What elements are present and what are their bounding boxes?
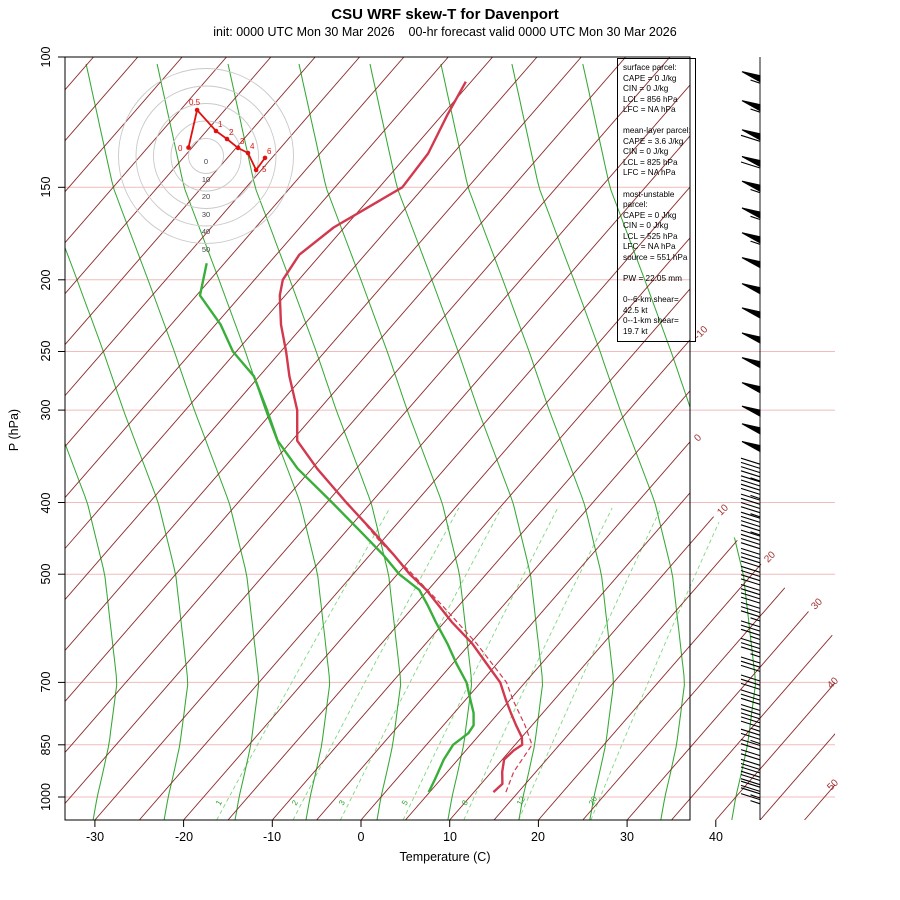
info-line: LCL = 825 hPa xyxy=(623,157,678,167)
wind-barbs xyxy=(740,57,761,820)
svg-text:400: 400 xyxy=(39,493,53,514)
x-axis-title: Temperature (C) xyxy=(399,850,491,864)
hodograph-ring-label: 0 xyxy=(204,157,208,166)
dewpoint-curve xyxy=(198,263,475,793)
svg-text:100: 100 xyxy=(39,47,53,68)
hodograph-ring-label: 50 xyxy=(202,245,210,254)
chart-title: CSU WRF skew-T for Davenport xyxy=(331,6,559,23)
isobar-lines xyxy=(65,56,835,798)
info-line: surface parcel: xyxy=(623,63,677,72)
svg-text:850: 850 xyxy=(39,735,53,756)
info-line: mean-layer parcel: xyxy=(623,126,691,136)
chart-subtitle: init: 0000 UTC Mon 30 Mar 2026 00-hr for… xyxy=(213,25,677,39)
svg-text:1000: 1000 xyxy=(39,783,53,811)
info-line xyxy=(623,284,695,295)
svg-text:150: 150 xyxy=(39,177,53,198)
svg-text:20: 20 xyxy=(587,794,600,807)
hodograph-km-label: 1 xyxy=(218,120,223,129)
info-line: LFC = NA hPa xyxy=(623,242,676,252)
info-line: CIN = 0 J/kg xyxy=(623,147,669,157)
hodograph-km-label: 0.5 xyxy=(189,98,201,107)
info-line: LCL = 525 hPa xyxy=(623,231,678,241)
parcel-info-box: surface parcel: CAPE = 0 J/kg CIN = 0 J/kg… xyxy=(617,58,696,343)
info-line: LFC = NA hPa xyxy=(623,168,676,178)
info-line: LFC = NA hPa xyxy=(623,105,676,115)
hodograph-km-label: 4 xyxy=(250,142,255,151)
svg-text:10: 10 xyxy=(715,502,731,518)
temperature-axis xyxy=(94,820,717,827)
info-line: CIN = 0 J/kg xyxy=(623,84,669,94)
svg-text:30: 30 xyxy=(620,830,634,844)
info-line: most-unstable parcel: xyxy=(623,189,675,210)
info-line: CIN = 0 J/kg xyxy=(623,221,669,231)
svg-text:-20: -20 xyxy=(175,830,193,844)
hodograph-trace xyxy=(187,108,266,172)
info-line: 0--1-km shear= 19.7 kt xyxy=(623,316,679,336)
svg-text:40: 40 xyxy=(709,830,723,844)
svg-text:300: 300 xyxy=(39,400,53,421)
temperature-axis-labels: -30 -20 -10 0 10 20 30 40 xyxy=(86,830,723,844)
svg-text:-30: -30 xyxy=(86,830,104,844)
info-line xyxy=(623,116,695,127)
svg-text:0: 0 xyxy=(358,830,365,844)
svg-text:8: 8 xyxy=(460,798,470,807)
hodograph-ring-label: 30 xyxy=(202,210,210,219)
svg-text:250: 250 xyxy=(39,341,53,362)
pressure-axis xyxy=(58,56,65,798)
info-line xyxy=(623,179,695,190)
hodograph-km-label: 3 xyxy=(240,137,245,146)
temperature-curve xyxy=(278,81,524,793)
svg-text:500: 500 xyxy=(39,564,53,585)
svg-text:50: 50 xyxy=(825,777,841,793)
mixing-ratio-labels: 1 2 3 5 8 12 20 xyxy=(214,794,600,807)
isotherm-lines xyxy=(65,57,835,820)
svg-text:10: 10 xyxy=(443,830,457,844)
svg-text:20: 20 xyxy=(762,549,778,565)
hodograph-km-label: 2 xyxy=(229,128,234,137)
svg-text:20: 20 xyxy=(531,830,545,844)
hodograph-km-label: 5 xyxy=(262,165,267,174)
info-line: PW = 22.05 mm xyxy=(623,273,682,283)
hodograph-km-label: 0 xyxy=(178,144,183,153)
plot-border xyxy=(64,56,691,821)
info-line: 0--6-km shear= 42.5 kt xyxy=(623,295,679,315)
info-line: CAPE = 0 J/kg xyxy=(623,210,677,220)
svg-text:40: 40 xyxy=(825,675,841,691)
svg-text:-10: -10 xyxy=(263,830,281,844)
svg-text:30: 30 xyxy=(809,596,825,612)
svg-text:3: 3 xyxy=(337,798,347,807)
svg-text:2: 2 xyxy=(290,798,300,807)
info-line xyxy=(623,263,695,274)
hodograph-ring-label: 10 xyxy=(202,175,210,184)
svg-text:0: 0 xyxy=(692,432,704,444)
info-line: LCL = 856 hPa xyxy=(623,94,678,104)
mixing-ratio-lines xyxy=(216,507,726,820)
hodograph-km-label: 6 xyxy=(267,147,272,156)
hodograph-ring-label: 40 xyxy=(202,227,210,236)
svg-text:200: 200 xyxy=(39,270,53,291)
info-line: source = 551 hPa xyxy=(623,252,688,262)
svg-text:5: 5 xyxy=(400,798,410,807)
svg-text:1: 1 xyxy=(214,798,224,807)
hodograph-ring-label: 20 xyxy=(202,192,210,201)
info-line: CAPE = 3.6 J/kg xyxy=(623,136,684,146)
svg-text:700: 700 xyxy=(39,672,53,693)
info-line: CAPE = 0 J/kg xyxy=(623,73,677,83)
pressure-axis-labels: 100 150 200 250 300 400 500 700 850 1000 xyxy=(39,47,53,811)
